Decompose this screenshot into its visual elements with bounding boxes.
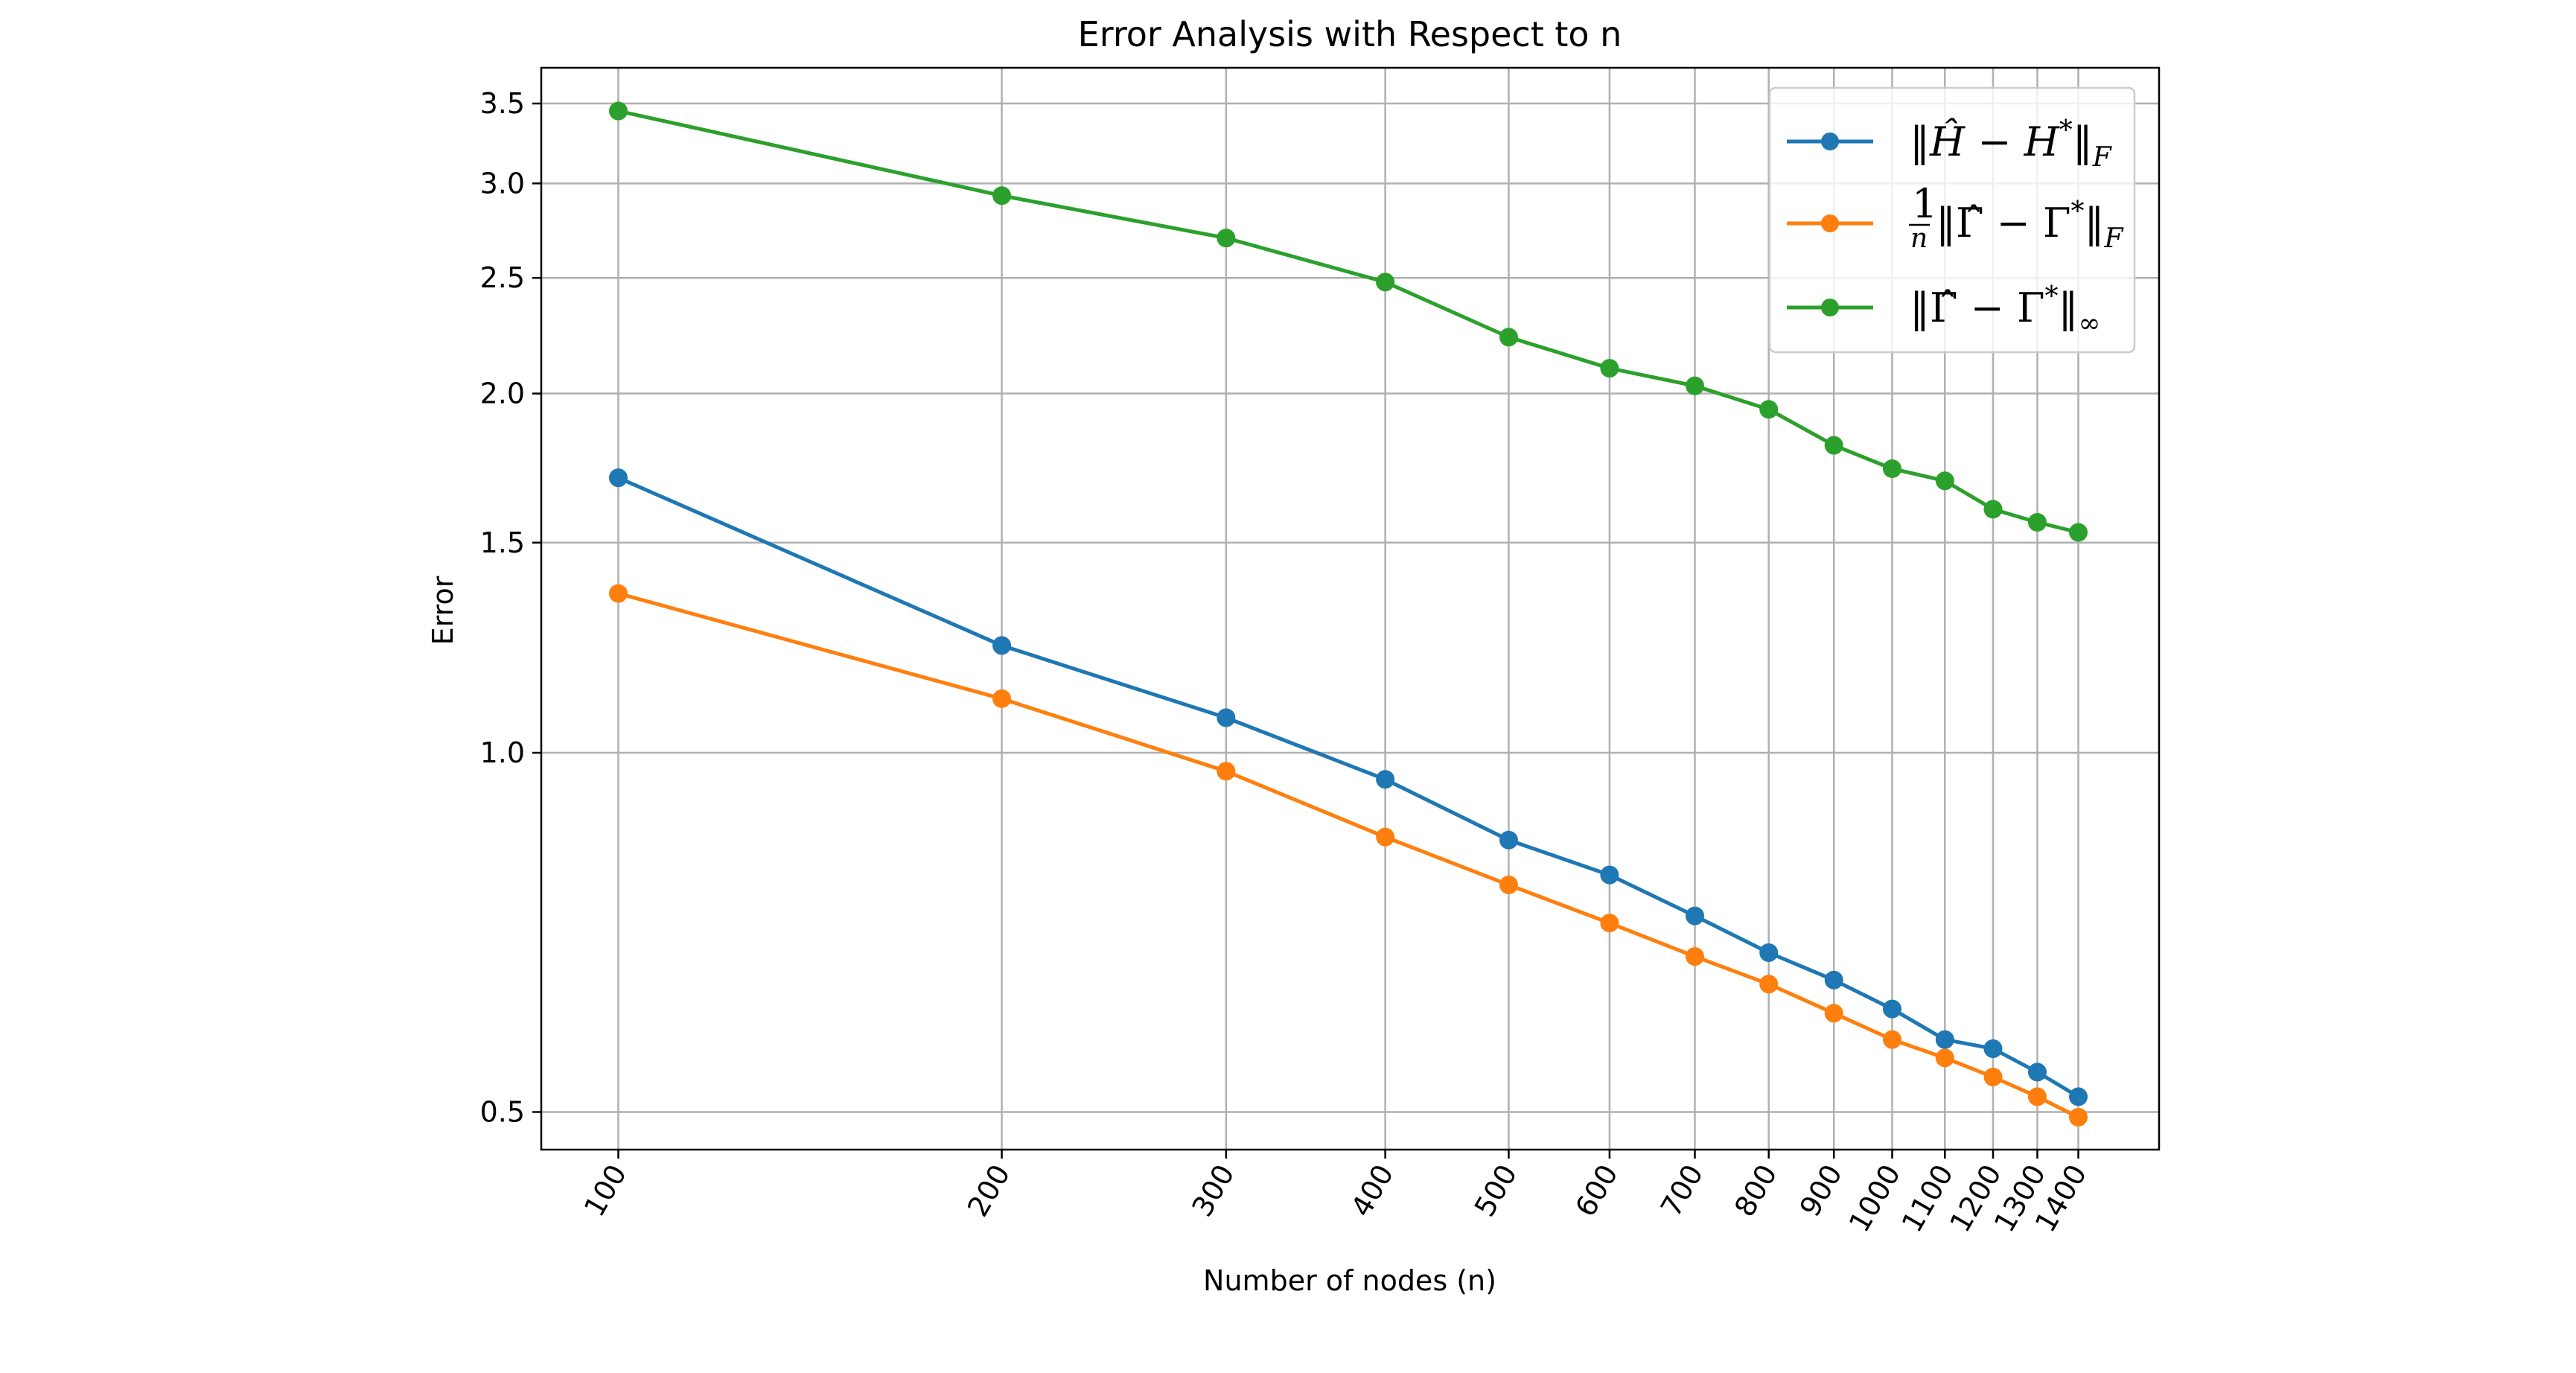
legend-marker-1 (1821, 133, 1839, 150)
data-point (1883, 999, 1902, 1019)
legend-label-3: ‖Γ̂ − Γ*‖∞ (1910, 281, 2101, 339)
data-point (1935, 471, 1954, 491)
svg-text:‖Γ̂ − Γ*‖F: ‖Γ̂ − Γ*‖F (1936, 197, 2125, 254)
data-point (2069, 1107, 2088, 1127)
legend-box (1768, 86, 2136, 354)
y-tick-label: 2.0 (480, 378, 525, 410)
legend-label-2: 1 n ‖Γ̂ − Γ*‖F (1909, 180, 2125, 254)
y-axis-label: Error (427, 576, 459, 645)
data-point (1983, 500, 2003, 519)
data-point (1759, 975, 1779, 994)
data-point (1759, 943, 1779, 962)
data-point (2027, 1063, 2047, 1082)
data-point (608, 468, 628, 488)
x-tick-label: 900 (1794, 1159, 1849, 1223)
data-point (1935, 1048, 1954, 1068)
data-point (1217, 708, 1236, 727)
x-tick-label: 200 (961, 1159, 1016, 1223)
legend-marker-3 (1821, 299, 1839, 316)
x-axis-label: Number of nodes (n) (1203, 1264, 1496, 1297)
x-tick-label: 300 (1185, 1159, 1240, 1223)
series-1 (608, 468, 2088, 1106)
data-point (1983, 1067, 2003, 1086)
data-point (1376, 827, 1395, 847)
data-point (1824, 1004, 1843, 1023)
data-point (1600, 359, 1619, 378)
x-tick-label: 100 (578, 1159, 633, 1223)
series-2 (608, 584, 2088, 1127)
data-point (1499, 328, 1518, 347)
y-tick-label: 0.5 (480, 1095, 525, 1128)
data-point (1217, 229, 1236, 248)
data-point (1685, 376, 1704, 395)
svg-text:1: 1 (1912, 180, 1937, 227)
x-tick-label: 400 (1345, 1159, 1400, 1223)
data-point (992, 689, 1012, 708)
data-point (1217, 762, 1236, 781)
data-point (1983, 1039, 2003, 1058)
legend-marker-2 (1821, 214, 1839, 232)
chart-title: Error Analysis with Respect to n (1078, 14, 1622, 54)
x-tick-label: 500 (1468, 1159, 1523, 1223)
data-point (2027, 512, 2047, 532)
x-tick-label: 800 (1728, 1159, 1783, 1223)
data-point (1376, 273, 1395, 292)
y-tick-label: 1.0 (480, 736, 525, 769)
x-tick-label: 1000 (1843, 1159, 1907, 1238)
legend-label-1: ‖Ĥ − H*‖F (1910, 115, 2113, 173)
svg-text:‖Ĥ − H*‖F: ‖Ĥ − H*‖F (1910, 115, 2113, 173)
data-point (1685, 906, 1704, 926)
y-tick-label: 3.5 (480, 87, 525, 120)
data-point (608, 584, 628, 603)
data-point (2027, 1087, 2047, 1106)
data-point (1759, 400, 1779, 419)
data-point (1499, 875, 1518, 894)
svg-text:n: n (1910, 223, 1928, 254)
x-tick-label: 700 (1654, 1159, 1709, 1223)
data-point (1824, 970, 1843, 990)
data-point (1376, 770, 1395, 789)
y-tick-label: 1.5 (480, 526, 525, 559)
data-point (1824, 436, 1843, 455)
y-tick-label: 3.0 (480, 167, 525, 200)
series-line (617, 109, 2079, 535)
data-point (1685, 947, 1704, 966)
data-point (1935, 1030, 1954, 1049)
legend: ‖Ĥ − H*‖F 1 n ‖Γ̂ − Γ*‖F ‖Γ̂ − Γ*‖∞ (1768, 86, 2136, 354)
series-lines (608, 101, 2088, 1127)
data-point (992, 636, 1012, 655)
series-line (617, 591, 2079, 1119)
x-tick-label: 600 (1569, 1159, 1624, 1223)
data-point (1883, 459, 1902, 478)
plot-frame (540, 66, 2161, 1151)
series-line (617, 476, 2079, 1099)
data-point (1499, 830, 1518, 850)
series-3 (608, 101, 2088, 542)
data-point (608, 101, 628, 121)
data-point (2069, 523, 2088, 542)
data-point (1600, 865, 1619, 885)
data-point (1883, 1030, 1902, 1049)
svg-text:‖Γ̂ − Γ*‖∞: ‖Γ̂ − Γ*‖∞ (1910, 281, 2101, 339)
data-point (992, 186, 1012, 206)
data-point (1600, 914, 1619, 933)
y-tick-label: 2.5 (480, 261, 525, 294)
data-point (2069, 1087, 2088, 1106)
